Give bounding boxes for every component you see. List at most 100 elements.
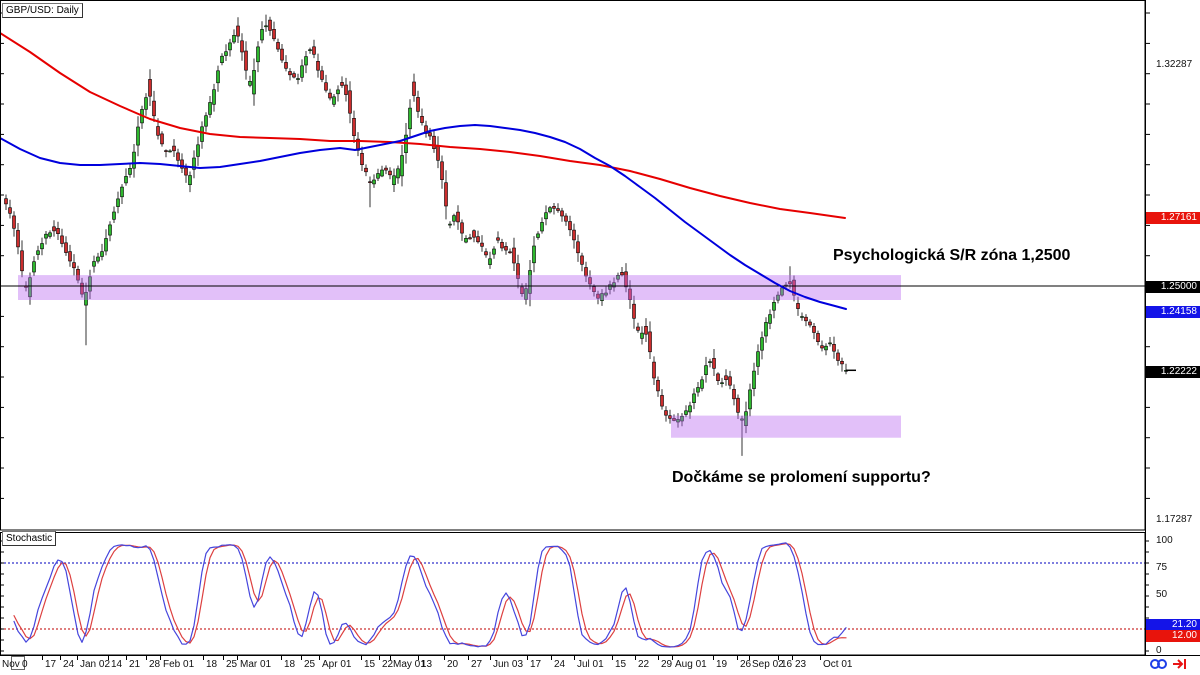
bearish-candle [160,133,164,145]
bullish-candle [756,351,760,367]
bearish-candle [148,79,152,97]
bearish-candle [456,211,460,223]
bearish-candle [156,126,160,136]
red-ma-value-badge: 1.27161 [1146,212,1200,224]
bearish-candle [16,230,20,248]
support-zone-rect [671,415,901,438]
bearish-candle [20,250,24,272]
bearish-candle [504,246,508,251]
candles-group [4,14,848,456]
chart-link-icon[interactable] [1157,659,1167,669]
bullish-candle [688,405,692,413]
bullish-candle [116,198,120,207]
bearish-candle [564,215,568,222]
bullish-candle [252,70,256,95]
date-axis-label: 14 [111,659,123,670]
bullish-candle [372,179,376,185]
bullish-candle [300,65,304,78]
bearish-candle [572,229,576,241]
bearish-candle [472,230,476,238]
bearish-candle [724,375,728,380]
bearish-candle [804,316,808,322]
date-axis-label: 22 [382,659,394,670]
bearish-candle [460,222,464,234]
bullish-candle [296,78,300,80]
bullish-candle [704,365,708,376]
date-axis-label: 26 [740,659,752,670]
stoch-signal-value-badge: 12.00 [1146,630,1200,642]
bearish-candle [4,198,8,205]
bullish-candle [380,169,384,177]
bearish-candle [660,395,664,407]
bearish-candle [584,267,588,277]
axis-price-label: 1.32287 [1156,59,1193,70]
bearish-candle [312,46,316,55]
bearish-candle [468,237,472,240]
stochastic-main-line [13,542,847,648]
bullish-candle [608,284,612,290]
bearish-candle [792,279,796,296]
bearish-candle [320,70,324,80]
bullish-candle [548,207,552,213]
bullish-candle [748,389,752,410]
axis-price-label: 100 [1156,535,1173,546]
bullish-candle [204,115,208,127]
bearish-candle [236,25,240,37]
bearish-candle [340,82,344,86]
date-axis-label: 27 [471,659,483,670]
bullish-candle [696,387,700,393]
bearish-candle [632,303,636,319]
axis-price-label: 0 [1156,645,1162,656]
sr-zone-rect [18,275,901,300]
bearish-candle [836,352,840,361]
date-axis-label: 22 [638,659,650,670]
date-axis-label: 0 [22,659,28,670]
blue-moving-average-line [0,124,847,310]
bearish-candle [428,132,432,137]
bullish-candle [408,107,412,130]
bearish-candle [624,271,628,288]
bullish-candle [196,144,200,157]
bullish-candle [308,49,312,52]
bullish-candle [684,410,688,415]
bullish-candle [232,34,236,43]
chart-shift-icon[interactable] [1173,659,1186,669]
bearish-candle [164,150,168,152]
bullish-candle [612,282,616,288]
bullish-candle [376,173,380,179]
bearish-candle [476,236,480,243]
bearish-candle [596,293,600,299]
date-axis-label: Jan 02 [80,659,111,670]
bullish-candle [36,250,40,255]
bullish-candle [260,29,264,41]
bearish-candle [244,50,248,71]
bullish-candle [764,322,768,337]
bearish-candle [432,135,436,149]
bullish-candle [168,150,172,153]
bearish-candle [520,286,524,294]
date-axis-label: 18 [284,659,296,670]
bearish-candle [416,97,420,112]
bearish-candle [316,60,320,71]
bearish-candle [580,255,584,265]
date-axis-label: 29 [661,659,673,670]
bearish-candle [436,146,440,161]
bullish-candle [680,415,684,422]
bullish-candle [212,89,216,105]
bearish-candle [72,262,76,269]
bearish-candle [648,331,652,353]
bullish-candle [400,155,404,177]
bullish-candle [228,42,232,51]
bullish-candle [120,186,124,198]
bullish-candle [132,151,136,169]
bearish-candle [152,100,156,117]
sr-zone-annotation: Psychologická S/R zóna 1,2500 [833,247,1071,264]
bearish-candle [444,182,448,207]
bullish-candle [44,233,48,239]
bearish-candle [272,28,276,40]
date-axis-label: 16 [781,659,793,670]
bearish-candle [56,228,60,234]
bullish-candle [336,89,340,95]
bullish-candle [720,382,724,385]
